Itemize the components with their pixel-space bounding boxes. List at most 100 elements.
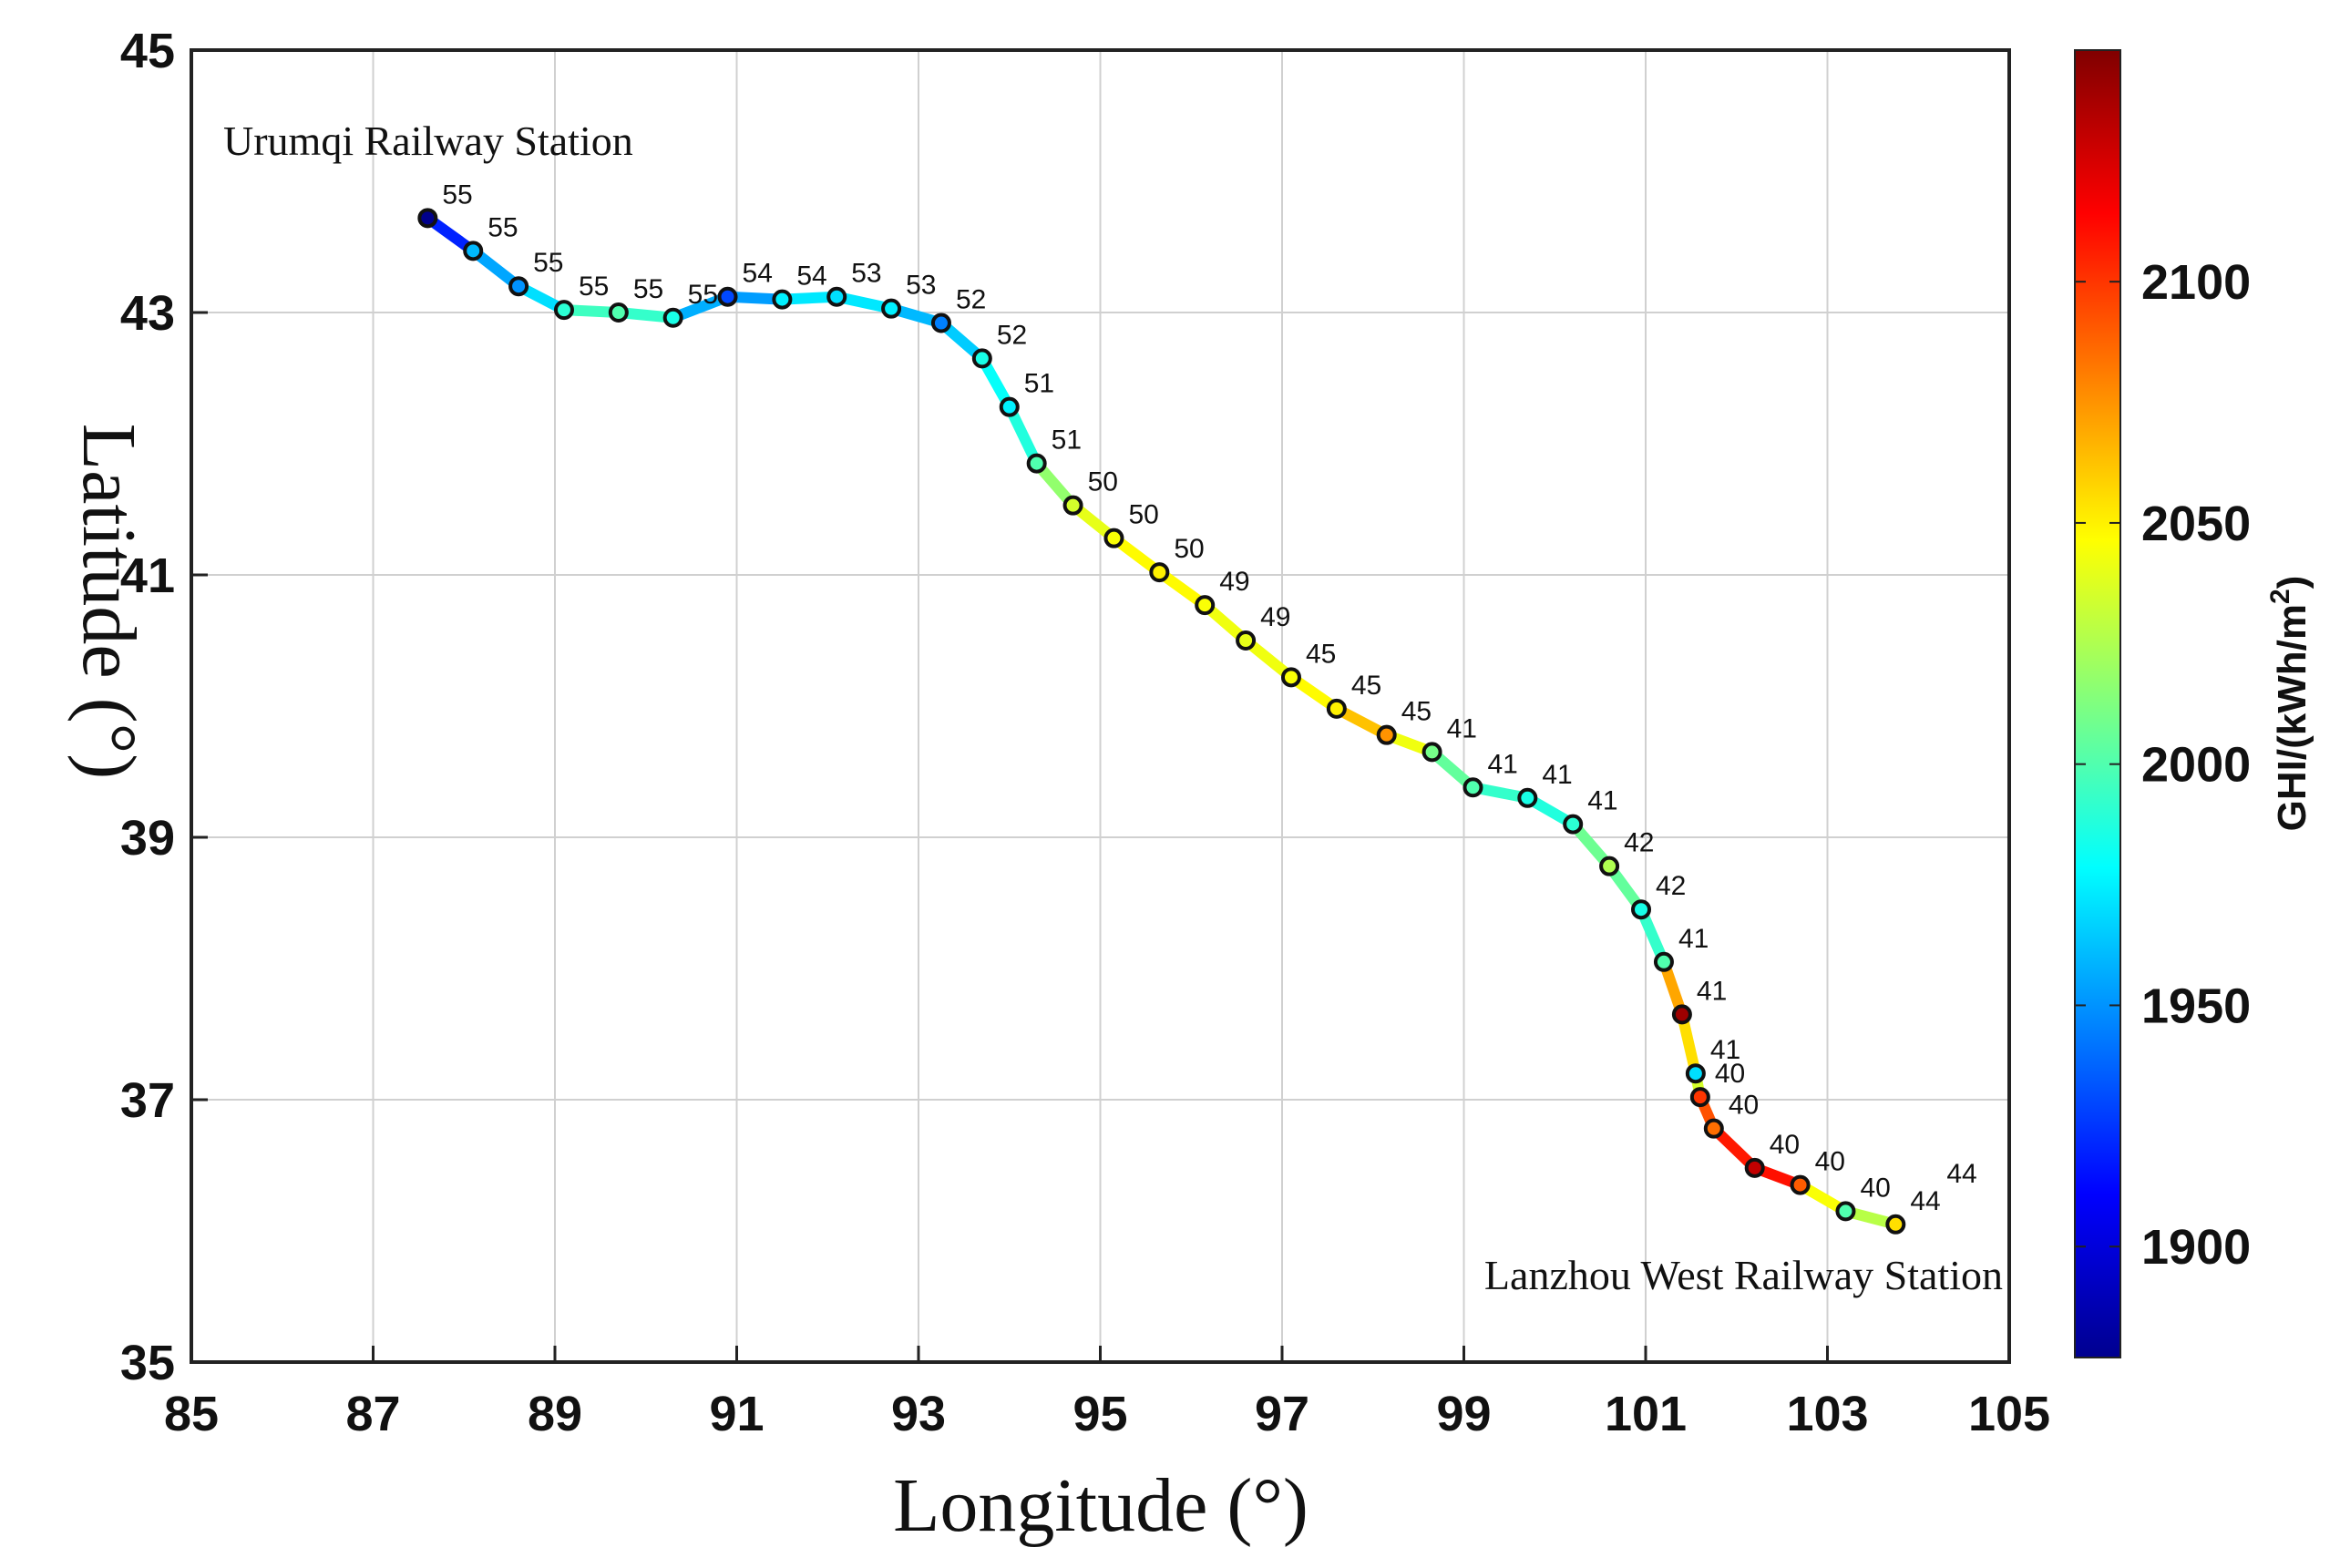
station-label: 55 xyxy=(442,179,472,210)
station-label: 41 xyxy=(1487,749,1517,779)
station-label: 54 xyxy=(743,259,773,289)
station-label: 55 xyxy=(688,280,718,310)
station-point xyxy=(417,208,438,229)
station-label: 55 xyxy=(533,248,563,278)
station-point xyxy=(881,298,902,319)
station-label: 52 xyxy=(997,320,1027,350)
station-point xyxy=(1376,724,1397,745)
station-point xyxy=(1563,814,1584,835)
station-point xyxy=(1103,528,1124,548)
x-tick-label: 89 xyxy=(528,1387,582,1441)
station-label: 41 xyxy=(1587,786,1617,816)
station-label: 51 xyxy=(1024,369,1054,399)
x-tick-label: 93 xyxy=(891,1387,946,1441)
station-point xyxy=(971,348,992,369)
station-label: 40 xyxy=(1860,1173,1890,1203)
station-label: 50 xyxy=(1174,534,1204,564)
colorbar-title-superscript: 2 xyxy=(2265,589,2295,604)
station-point xyxy=(662,307,683,328)
x-tick-label: 91 xyxy=(709,1387,764,1441)
station-label: 55 xyxy=(633,274,663,304)
station-label: 40 xyxy=(1770,1130,1800,1160)
station-point xyxy=(1195,595,1216,616)
colorbar-tick-label: 2000 xyxy=(2141,738,2251,793)
station-label: 50 xyxy=(1088,467,1118,497)
station-label: 40 xyxy=(1815,1147,1845,1177)
station-label: 53 xyxy=(851,259,881,289)
station-label: 45 xyxy=(1306,639,1336,669)
x-tick-label: 99 xyxy=(1436,1387,1491,1441)
station-label: 42 xyxy=(1624,828,1654,858)
y-tick-label: 35 xyxy=(120,1336,175,1390)
station-point xyxy=(772,289,793,310)
station-point xyxy=(1744,1157,1765,1178)
station-point xyxy=(463,241,484,261)
station-point xyxy=(1062,495,1083,516)
station-point xyxy=(1236,630,1257,651)
x-tick-label: 105 xyxy=(1968,1387,2050,1441)
colorbar-title-main: GHI/(kWh/m xyxy=(2270,604,2314,831)
station-label: 49 xyxy=(1260,602,1290,632)
axis-ticks: 85 87 89 91 93 95 97 99 101 103 105 35 37 39 41 43 45 xyxy=(120,24,2050,1441)
station-point xyxy=(608,302,629,323)
x-tick-label: 95 xyxy=(1072,1387,1127,1441)
station-point xyxy=(717,286,738,307)
station-label: 44 xyxy=(1910,1186,1940,1216)
station-point xyxy=(1026,453,1047,474)
station-point xyxy=(1885,1214,1906,1235)
station-point xyxy=(930,313,951,333)
station-point xyxy=(1421,742,1442,763)
station-point xyxy=(1835,1201,1856,1222)
station-point xyxy=(1149,562,1170,583)
station-label: 55 xyxy=(579,272,609,302)
station-label: 44 xyxy=(1946,1159,1976,1189)
colorbar xyxy=(2074,49,2121,1358)
station-label: 41 xyxy=(1678,924,1709,954)
station-point xyxy=(553,300,574,321)
station-label: 40 xyxy=(1729,1091,1759,1121)
station-label: 41 xyxy=(1542,760,1572,790)
station-point xyxy=(1326,698,1347,719)
y-tick-label: 37 xyxy=(120,1073,175,1128)
end-annotation: Lanzhou West Railway Station xyxy=(1484,1252,2003,1298)
station-point xyxy=(1599,856,1620,876)
station-label: 49 xyxy=(1219,567,1249,597)
station-point xyxy=(999,396,1020,417)
station-point xyxy=(1631,899,1652,920)
station-label: 41 xyxy=(1697,976,1727,1006)
station-point xyxy=(1517,787,1538,808)
station-point xyxy=(1462,777,1483,798)
station-label: 45 xyxy=(1401,697,1432,727)
x-axis-title: Longitude (°) xyxy=(893,1463,1309,1548)
station-point xyxy=(1689,1087,1710,1108)
station-label: 51 xyxy=(1052,425,1082,456)
station-label: 55 xyxy=(488,212,518,242)
station-point xyxy=(826,286,847,307)
start-annotation: Urumqi Railway Station xyxy=(223,118,633,164)
y-tick-label: 41 xyxy=(120,548,175,603)
colorbar-tick-label: 2050 xyxy=(2141,497,2251,551)
station-point xyxy=(1703,1118,1724,1139)
station-label: 45 xyxy=(1351,671,1381,701)
colorbar-tick-label: 1950 xyxy=(2141,979,2251,1033)
station-label: 41 xyxy=(1710,1035,1740,1065)
x-tick-label: 97 xyxy=(1255,1387,1309,1441)
x-tick-label: 87 xyxy=(345,1387,400,1441)
colorbar-title-suffix: ) xyxy=(2270,576,2314,589)
colorbar-tick-label: 2100 xyxy=(2141,255,2251,310)
station-label: 40 xyxy=(1715,1059,1745,1089)
y-axis-title: Latitude (°) xyxy=(67,424,151,779)
colorbar-tick-label: 1900 xyxy=(2141,1220,2251,1275)
colorbar-title: GHI/(kWh/m2) xyxy=(2265,576,2314,832)
station-point xyxy=(1653,951,1674,972)
x-tick-label: 85 xyxy=(164,1387,219,1441)
colorbar-ticks: 1900 1950 2000 2050 2100 xyxy=(2075,255,2251,1275)
y-tick-label: 45 xyxy=(120,24,175,78)
station-label: 54 xyxy=(796,261,826,292)
station-label: 50 xyxy=(1128,500,1158,530)
track-segment xyxy=(1676,1009,1701,1080)
station-label: 53 xyxy=(906,271,936,301)
y-tick-label: 43 xyxy=(120,286,175,341)
